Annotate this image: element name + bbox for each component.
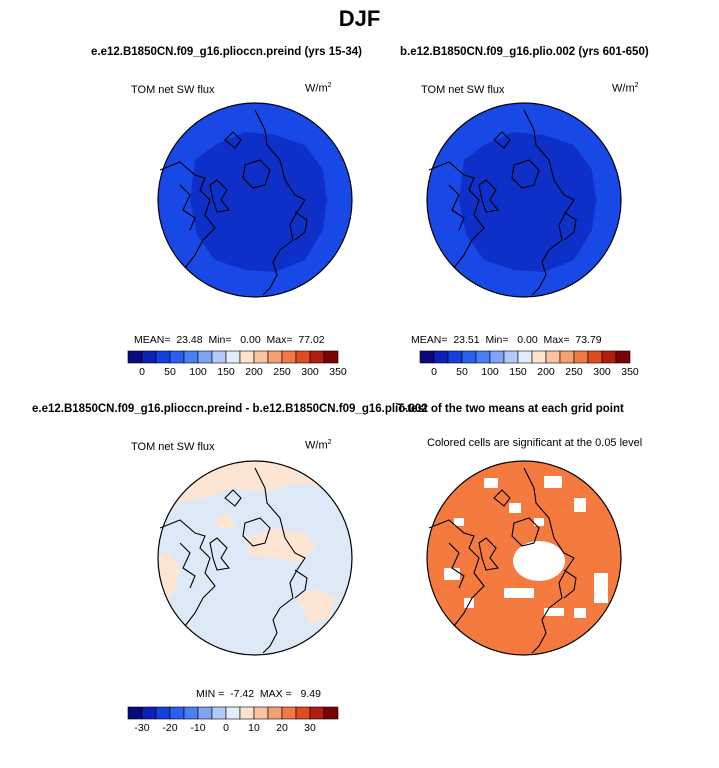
colorbar-swatch (559, 350, 575, 364)
panel3-coastlines (159, 467, 308, 654)
panel1-inner-field (190, 132, 327, 272)
colorbar-tick-label: 50 (164, 366, 176, 378)
panel2-units: W/m2 (612, 82, 639, 95)
panel2-variable-label: TOM net SW flux (421, 84, 505, 96)
colorbar-swatch (323, 706, 339, 720)
colorbar-swatch (211, 350, 227, 364)
colorbar-tick-label: 200 (245, 366, 263, 378)
colorbar-swatch (127, 706, 143, 720)
colorbar-swatch (239, 350, 255, 364)
colorbar-swatch (155, 706, 171, 720)
colorbar-swatch (309, 350, 325, 364)
colorbar-tick-label: 100 (189, 366, 207, 378)
panel3-colorbar: -30 -20 -10 0 10 20 30 (127, 706, 339, 734)
colorbar-swatch (545, 350, 561, 364)
colorbar-swatch (169, 706, 185, 720)
panel4-nonsignificant-regions (444, 476, 608, 618)
colorbar-swatch (447, 350, 463, 364)
colorbar-swatch (433, 350, 449, 364)
colorbar-tick-label: 50 (456, 366, 468, 378)
panel3-units: W/m2 (305, 439, 332, 452)
colorbar-swatch (211, 706, 227, 720)
panel4-note: Colored cells are significant at the 0.0… (427, 437, 643, 449)
colorbar-tick-label: -30 (134, 722, 149, 734)
colorbar-swatch (475, 350, 491, 364)
colorbar-tick-label: 250 (565, 366, 583, 378)
colorbar-swatch (267, 350, 283, 364)
colorbar-swatch (601, 350, 617, 364)
colorbar-tick-label: 350 (621, 366, 639, 378)
colorbar-swatch (517, 350, 533, 364)
panel3-stats: MIN = -7.42 MAX = 9.49 (196, 688, 321, 700)
colorbar-swatch (239, 706, 255, 720)
panel4-title: T-test of the two means at each grid poi… (397, 403, 624, 415)
panel1-variable-label: TOM net SW flux (131, 84, 215, 96)
colorbar-swatch (141, 706, 157, 720)
colorbar-swatch (253, 350, 269, 364)
colorbar-swatch (615, 350, 631, 364)
panel1-colorbar: 0 50 100 150 200 250 300 350 (127, 350, 347, 378)
panel3-variable-label: TOM net SW flux (131, 441, 215, 453)
panel2-coastlines (428, 109, 577, 296)
colorbar-tick-label: -10 (190, 722, 205, 734)
panel1-coastlines (159, 109, 308, 296)
colorbar-swatch (309, 706, 325, 720)
colorbar-tick-label: 10 (248, 722, 260, 734)
panel1-units: W/m2 (305, 82, 332, 95)
colorbar-swatch (155, 350, 171, 364)
panel2-colorbar: 0 50 100 150 200 250 300 350 (419, 350, 639, 378)
panel1-map (157, 102, 353, 298)
panel2-inner-field (459, 132, 596, 272)
colorbar-tick-label: 350 (329, 366, 347, 378)
colorbar-tick-label: 0 (223, 722, 229, 734)
colorbar-tick-label: 0 (139, 366, 145, 378)
colorbar-swatch (531, 350, 547, 364)
colorbar-tick-label: 150 (217, 366, 235, 378)
colorbar-swatch (295, 706, 311, 720)
colorbar-tick-label: 300 (301, 366, 319, 378)
colorbar-swatch (295, 350, 311, 364)
colorbar-swatch (253, 706, 269, 720)
colorbar-swatch (419, 350, 435, 364)
colorbar-tick-label: 30 (304, 722, 316, 734)
colorbar-swatch (183, 706, 199, 720)
colorbar-swatch (197, 706, 213, 720)
panel2-stats: MEAN= 23.51 Min= 0.00 Max= 73.79 (411, 334, 602, 346)
colorbar-swatch (225, 706, 241, 720)
colorbar-swatch (489, 350, 505, 364)
colorbar-tick-label: 20 (276, 722, 288, 734)
colorbar-swatch (197, 350, 213, 364)
colorbar-swatch (461, 350, 477, 364)
colorbar-tick-label: 200 (537, 366, 555, 378)
colorbar-swatch (503, 350, 519, 364)
colorbar-tick-label: -20 (162, 722, 177, 734)
figure-title: DJF (338, 6, 381, 31)
panel4-map (426, 460, 622, 656)
colorbar-swatch (573, 350, 589, 364)
colorbar-swatch (323, 350, 339, 364)
panel4-coastlines (428, 467, 577, 654)
colorbar-swatch (169, 350, 185, 364)
colorbar-tick-label: 300 (593, 366, 611, 378)
colorbar-tick-label: 100 (481, 366, 499, 378)
panel3-map (157, 460, 353, 656)
panel3-title: e.e12.B1850CN.f09_g16.plioccn.preind - b… (32, 403, 428, 415)
colorbar-tick-label: 0 (431, 366, 437, 378)
colorbar-swatch (141, 350, 157, 364)
colorbar-tick-label: 150 (509, 366, 527, 378)
panel2-title: b.e12.B1850CN.f09_g16.plio.002 (yrs 601-… (400, 46, 649, 58)
panel1-title: e.e12.B1850CN.f09_g16.plioccn.preind (yr… (91, 46, 363, 58)
colorbar-swatch (281, 350, 297, 364)
panel1-stats: MEAN= 23.48 Min= 0.00 Max= 77.02 (134, 334, 325, 346)
colorbar-swatch (183, 350, 199, 364)
colorbar-swatch (225, 350, 241, 364)
colorbar-swatch (587, 350, 603, 364)
colorbar-swatch (281, 706, 297, 720)
panel2-map (426, 102, 622, 298)
colorbar-tick-label: 250 (273, 366, 291, 378)
colorbar-swatch (267, 706, 283, 720)
colorbar-swatch (127, 350, 143, 364)
